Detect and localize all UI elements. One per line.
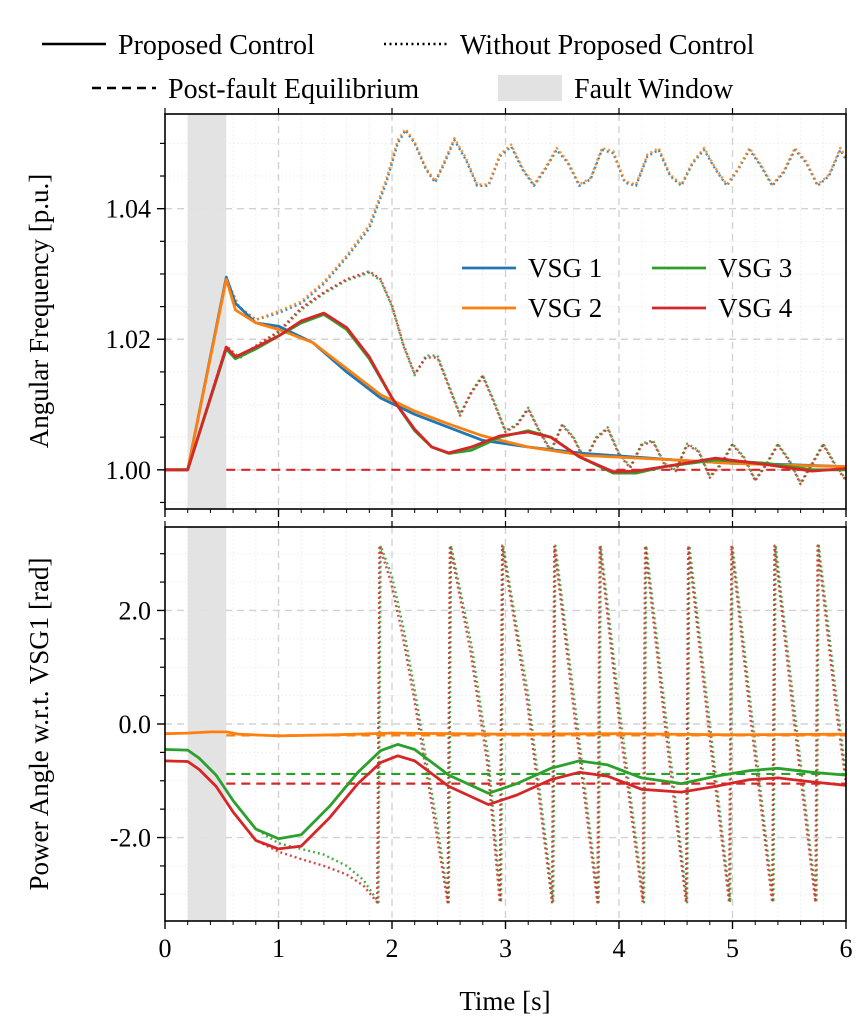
vsg-1-without-control-line xyxy=(165,129,848,471)
y-tick-label: 0.0 xyxy=(119,710,152,739)
vsg-4-proposed-line xyxy=(164,754,847,851)
x-tick-labels: 0 1 2 3 4 5 6 xyxy=(159,934,853,963)
frequency-panel: 1.00 1.02 1.04 VSG 1 VSG 2 VSG 3 VSG 4 Angula… xyxy=(24,108,848,517)
x-tick-label: 2 xyxy=(386,934,399,963)
vsg-2-proposed-line xyxy=(165,277,847,472)
vsg-3-legend-label: VSG 3 xyxy=(718,253,792,283)
x-tick-label: 3 xyxy=(499,934,512,963)
angle-fault-window xyxy=(187,527,227,921)
vsg-4-without-control-line xyxy=(164,544,848,904)
vsg-2-legend-label: VSG 2 xyxy=(528,293,602,323)
vsg-4-without-control-line xyxy=(165,270,847,486)
legend-fault-label: Fault Window xyxy=(574,74,734,105)
y-tick-label: 1.00 xyxy=(106,456,152,485)
frequency-ticks: 1.00 1.02 1.04 xyxy=(106,108,847,517)
vsg-2-proposed-line xyxy=(164,730,847,738)
frequency-lines xyxy=(165,127,848,486)
legend-without-label: Without Proposed Control xyxy=(460,30,755,61)
vsg-2-without-control-line xyxy=(165,127,848,471)
vsg-1-legend-label: VSG 1 xyxy=(528,253,602,283)
x-tick-label: 0 xyxy=(159,934,172,963)
frequency-ylabel: Angular Frequency [p.u.] xyxy=(24,174,54,448)
vsg-4-legend-label: VSG 4 xyxy=(718,293,793,323)
angle-lines xyxy=(164,544,848,904)
legend-proposed-label: Proposed Control xyxy=(118,30,315,61)
vsg-legend: VSG 1 VSG 2 VSG 3 VSG 4 xyxy=(462,253,793,323)
x-tick-label: 5 xyxy=(726,934,739,963)
vsg-4-proposed-line xyxy=(165,311,847,474)
x-tick-label: 6 xyxy=(840,934,853,963)
figure-legend: Proposed Control Without Proposed Contro… xyxy=(42,30,755,105)
x-tick-label: 1 xyxy=(272,934,285,963)
vsg-3-proposed-line xyxy=(164,743,847,841)
x-axis-label: Time [s] xyxy=(459,986,550,1016)
angle-ylabel: Power Angle w.r.t. VSG1 [rad] xyxy=(24,558,54,891)
y-tick-label: -2.0 xyxy=(110,824,151,853)
y-tick-label: 2.0 xyxy=(119,596,152,625)
legend-fault-swatch xyxy=(498,75,562,101)
angle-ticks: -2.0 0.0 2.0 xyxy=(110,521,847,929)
angle-panel: -2.0 0.0 2.0 Power Angle w.r.t. VSG1 [rad] xyxy=(24,521,848,929)
y-tick-label: 1.02 xyxy=(106,325,152,354)
legend-equilibrium-label: Post-fault Equilibrium xyxy=(168,74,419,105)
x-tick-label: 4 xyxy=(613,934,626,963)
y-tick-label: 1.04 xyxy=(106,195,152,224)
